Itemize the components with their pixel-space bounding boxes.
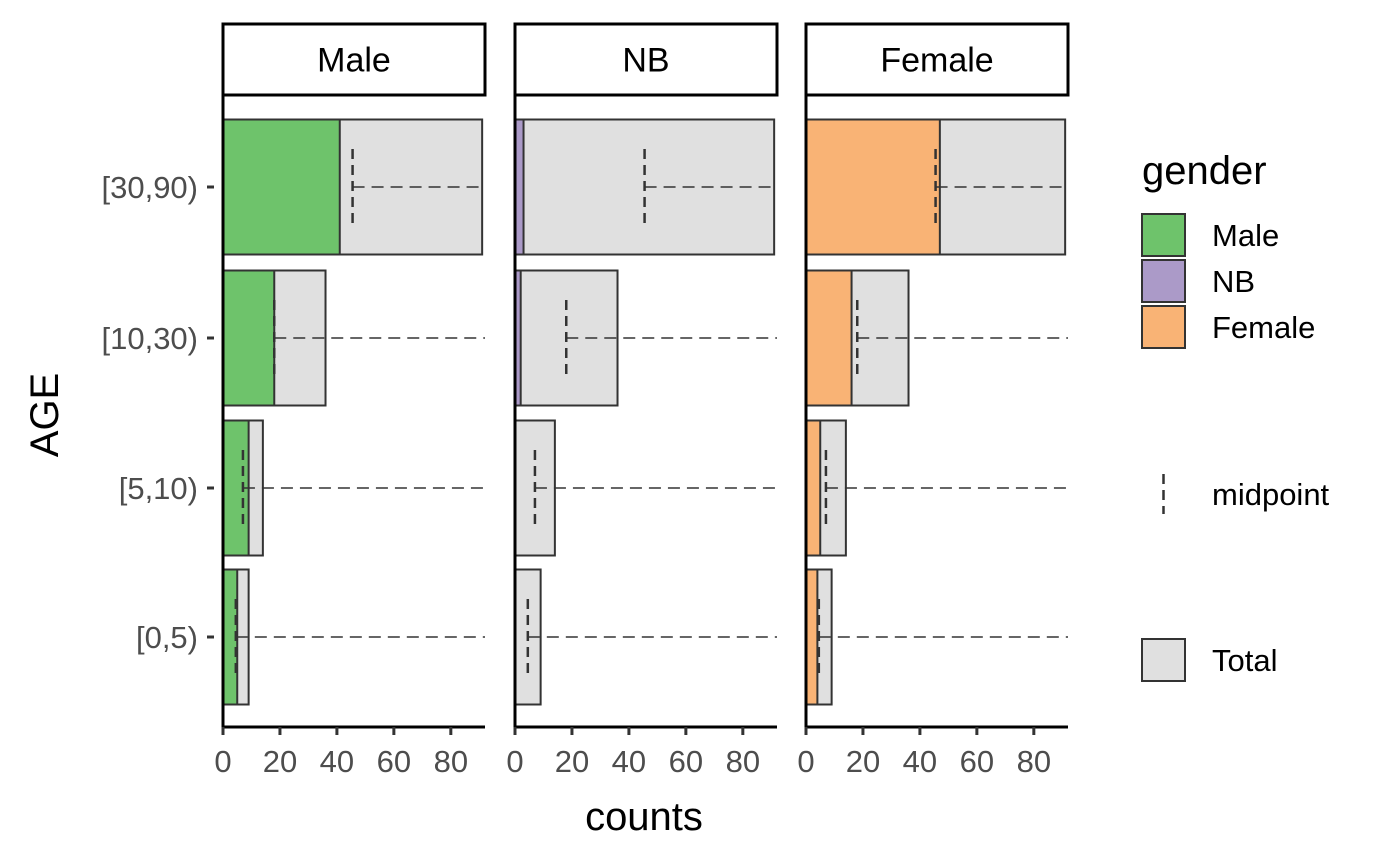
legend-key-male: [1141, 213, 1186, 257]
legend-key-nb: [1141, 259, 1186, 303]
x-tick-label: 0: [797, 744, 814, 779]
y-tick-label: [10,30): [101, 321, 198, 356]
x-tick-label: 60: [669, 744, 703, 779]
facet-strip: [804, 22, 1070, 97]
x-tick-label: 80: [1017, 744, 1051, 779]
x-tick-label: 40: [903, 744, 937, 779]
x-tick-label: 40: [612, 744, 646, 779]
facet-panel-nb: NB 0 20 40 60 80: [506, 22, 779, 779]
x-tick-label: 20: [555, 744, 589, 779]
facet-strip: [513, 22, 779, 97]
gender-bar: [805, 568, 819, 706]
facet-panel-male: Male 0 20 40 60 80: [214, 22, 487, 779]
legend-label-nb: NB: [1212, 264, 1255, 299]
x-tick-label: 40: [320, 744, 354, 779]
y-axis: [0,5) [5,10) [10,30) [30,90): [101, 170, 214, 655]
facet-strip: [221, 22, 487, 97]
gender-bar: [805, 118, 941, 256]
y-tick-label: [30,90): [101, 170, 198, 205]
facet-label: Female: [880, 42, 993, 80]
y-tick-label: [0,5): [136, 620, 198, 655]
legend-label-female: Female: [1212, 310, 1315, 345]
gender-bar: [222, 269, 276, 407]
x-tick-label: 20: [263, 744, 297, 779]
legend-label-male: Male: [1212, 218, 1279, 253]
x-tick-label: 20: [846, 744, 880, 779]
legend-label-total: Total: [1212, 643, 1277, 678]
y-axis-title: AGE: [23, 373, 67, 457]
legend-title: gender: [1142, 149, 1267, 193]
x-tick-label: 80: [434, 744, 468, 779]
gender-bar: [805, 419, 822, 557]
gender-bar: [222, 118, 341, 256]
x-tick-label: 60: [960, 744, 994, 779]
gender-bar: [805, 269, 853, 407]
legend-label-midpoint: midpoint: [1212, 477, 1330, 512]
legend: gender Male NB Female midpoint Total: [1141, 149, 1330, 682]
x-tick-label: 0: [506, 744, 523, 779]
facet-label: NB: [622, 42, 669, 80]
y-tick-label: [5,10): [119, 471, 198, 506]
x-axis-title: counts: [585, 795, 703, 839]
x-tick-label: 60: [377, 744, 411, 779]
x-tick-label: 80: [726, 744, 760, 779]
x-tick-label: 0: [214, 744, 231, 779]
legend-key-female: [1141, 305, 1186, 349]
facet-panels: Male 0 20 40 60 80 NB 0 20 40 60 80 Female 0 20 40 60 80: [214, 22, 1070, 779]
facet-label: Male: [317, 42, 391, 80]
facet-panel-female: Female 0 20 40 60 80: [797, 22, 1070, 779]
legend-key-total: [1141, 638, 1186, 682]
